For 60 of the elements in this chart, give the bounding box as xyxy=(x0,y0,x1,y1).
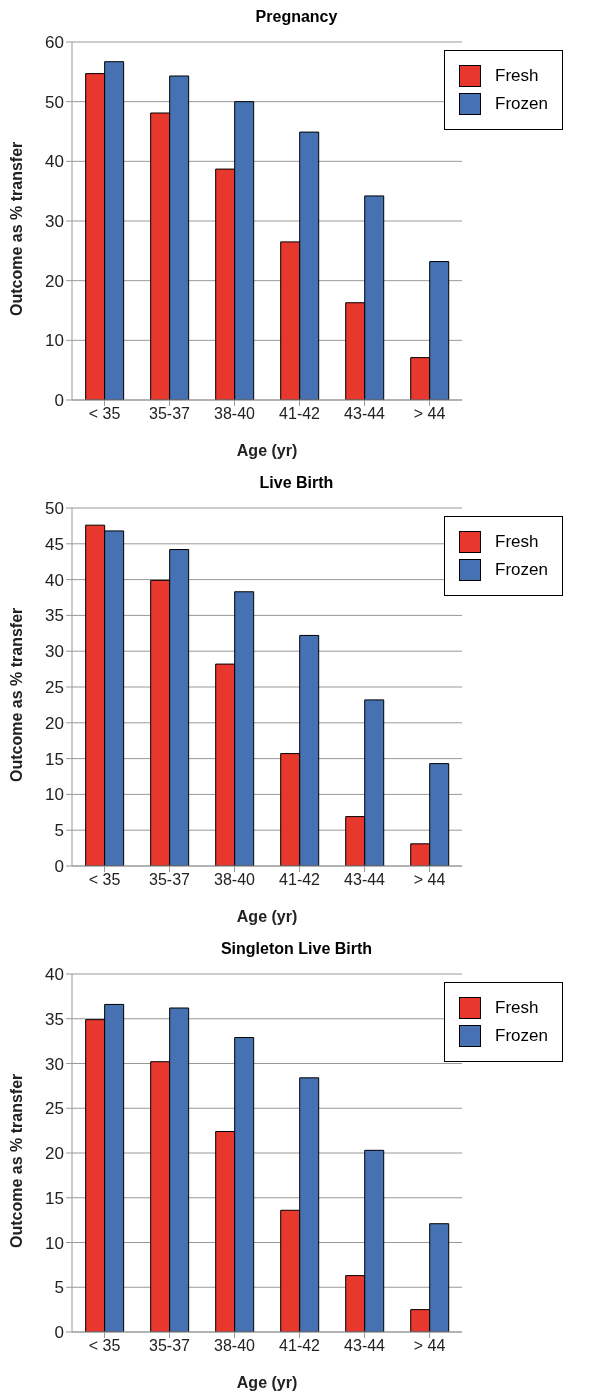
y-tick-label: 20 xyxy=(45,713,64,733)
y-tick-label: 30 xyxy=(45,1054,64,1074)
y-tick-label: 0 xyxy=(54,1323,64,1343)
y-tick-label: 35 xyxy=(45,1009,64,1029)
legend-label: Fresh xyxy=(495,66,539,86)
y-tick-label: 35 xyxy=(45,606,64,626)
y-tick-label: 15 xyxy=(45,749,64,769)
x-tick-label: < 35 xyxy=(88,1337,121,1355)
legend-label: Fresh xyxy=(495,998,539,1018)
x-axis-title: Age (yr) xyxy=(236,442,298,459)
x-tick-label: 35-37 xyxy=(149,405,191,423)
x-tick-label: 41-42 xyxy=(279,871,321,889)
x-tick-label: 41-42 xyxy=(279,405,321,423)
chart-title: Pregnancy xyxy=(254,8,339,27)
chart-title: Singleton Live Birth xyxy=(219,940,374,959)
y-tick-label: 40 xyxy=(45,570,64,590)
x-tick-label: > 44 xyxy=(413,1337,446,1355)
y-axis-title: Outcome as % transfer xyxy=(7,141,25,316)
x-tick-label: 35-37 xyxy=(149,1337,191,1355)
x-tick-label: < 35 xyxy=(88,871,121,889)
y-tick-label: 20 xyxy=(45,1144,64,1164)
legend-label: Fresh xyxy=(495,532,539,552)
y-tick-label: 50 xyxy=(45,92,64,112)
y-tick-label: 10 xyxy=(45,785,64,805)
y-axis-title: Outcome as % transfer xyxy=(7,1073,25,1248)
y-tick-label: 30 xyxy=(45,212,64,232)
y-tick-label: 50 xyxy=(45,499,64,519)
y-tick-label: 5 xyxy=(54,821,64,841)
y-tick-label: 5 xyxy=(54,1278,64,1298)
y-tick-label: 40 xyxy=(45,152,64,172)
x-tick-label: 43-44 xyxy=(344,405,386,423)
y-tick-label: 40 xyxy=(45,965,64,985)
x-tick-label: 35-37 xyxy=(149,871,191,889)
y-tick-label: 60 xyxy=(45,33,64,53)
x-tick-label: 41-42 xyxy=(279,1337,321,1355)
y-axis-title: Outcome as % transfer xyxy=(7,607,25,782)
x-tick-label: 43-44 xyxy=(344,871,386,889)
legend-label: Frozen xyxy=(495,94,548,114)
x-tick-label: 38-40 xyxy=(214,871,256,889)
x-tick-label: < 35 xyxy=(88,405,121,423)
y-tick-label: 10 xyxy=(45,331,64,351)
y-tick-label: 0 xyxy=(54,391,64,411)
x-tick-label: > 44 xyxy=(413,405,446,423)
y-tick-label: 10 xyxy=(45,1233,64,1253)
x-tick-label: 38-40 xyxy=(214,1337,256,1355)
chart-title: Live Birth xyxy=(258,474,335,493)
x-axis-title: Age (yr) xyxy=(236,908,298,925)
x-tick-label: > 44 xyxy=(413,871,446,889)
y-tick-label: 0 xyxy=(54,857,64,877)
y-tick-label: 30 xyxy=(45,642,64,662)
x-tick-label: 43-44 xyxy=(344,1337,386,1355)
y-tick-label: 25 xyxy=(45,678,64,698)
x-tick-label: 38-40 xyxy=(214,405,256,423)
y-tick-label: 45 xyxy=(45,534,64,554)
legend-label: Frozen xyxy=(495,560,548,580)
legend-label: Frozen xyxy=(495,1026,548,1046)
y-tick-label: 15 xyxy=(45,1188,64,1208)
y-tick-label: 20 xyxy=(45,271,64,291)
y-tick-label: 25 xyxy=(45,1099,64,1119)
x-axis-title: Age (yr) xyxy=(236,1374,298,1391)
